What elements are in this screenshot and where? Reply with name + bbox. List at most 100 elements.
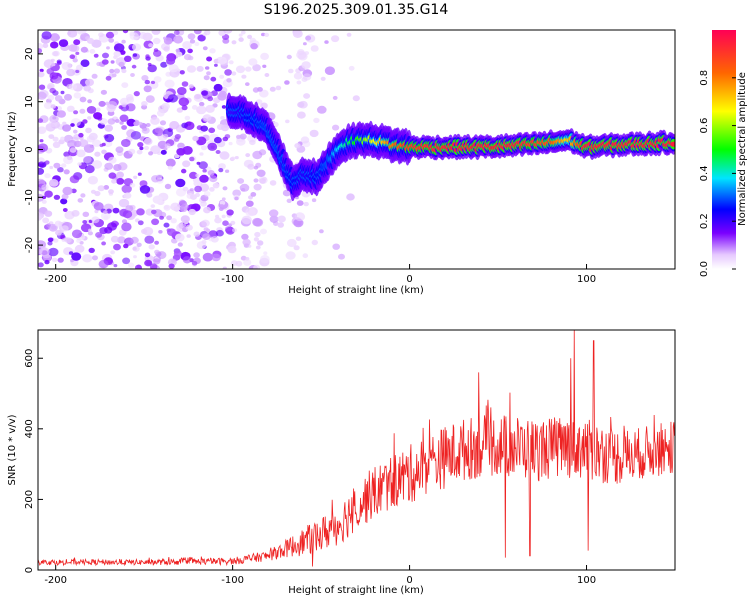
spectrogram-noise-point bbox=[189, 171, 198, 179]
spectrogram-noise-point bbox=[200, 125, 208, 132]
spectrogram-noise-point bbox=[121, 184, 132, 194]
spectrogram-noise-point bbox=[202, 233, 211, 241]
spectrogram-noise-point bbox=[150, 80, 156, 85]
spectrogram-noise-point bbox=[269, 86, 276, 92]
spectrogram-noise-point bbox=[42, 217, 50, 224]
colorbar-tick-label: 0.6 bbox=[699, 118, 710, 134]
spectrogram-noise-point bbox=[194, 41, 200, 47]
spectrogram-noise-point bbox=[241, 215, 252, 225]
spectrogram-noise-point bbox=[221, 197, 226, 201]
spectrogram-noise-point bbox=[113, 68, 120, 74]
spectrogram-noise-point bbox=[239, 183, 250, 192]
spectrogram-noise-point bbox=[121, 39, 126, 44]
spectrogram-noise-point bbox=[185, 224, 193, 231]
spectrogram-noise-point bbox=[139, 146, 144, 151]
spectrogram-noise-point bbox=[47, 237, 54, 243]
spectrogram-noise-point bbox=[284, 80, 290, 85]
spectrogram-noise-point bbox=[217, 92, 227, 101]
spectrogram-noise-point bbox=[94, 151, 101, 157]
spectrogram-noise-point bbox=[230, 260, 238, 266]
colorbar-gradient bbox=[712, 30, 736, 269]
spectrogram-noise-point bbox=[47, 83, 55, 90]
spectrogram-noise-point bbox=[208, 92, 213, 96]
spectrogram-noise-point bbox=[53, 194, 61, 200]
spectrogram-noise-point bbox=[301, 61, 311, 69]
spectrogram-noise-point bbox=[167, 228, 176, 236]
spectrogram-noise-point bbox=[119, 114, 129, 122]
spectrogram-noise-point bbox=[108, 189, 114, 195]
spectrogram-noise-point bbox=[52, 116, 57, 120]
spectrogram-noise-point bbox=[85, 78, 94, 87]
spectrogram-y-tick-label: -20 bbox=[24, 237, 35, 253]
spectrogram-noise-point bbox=[175, 178, 186, 188]
spectrogram-noise-point bbox=[39, 139, 44, 143]
spectrogram-noise-point bbox=[282, 189, 291, 197]
spectrogram-noise-point bbox=[144, 235, 155, 244]
spectrogram-noise-point bbox=[43, 254, 52, 262]
spectrogram-noise-point bbox=[67, 30, 78, 38]
spectrogram-noise-point bbox=[87, 99, 92, 104]
spectrogram-noise-point bbox=[231, 228, 238, 233]
spectrogram-noise-point bbox=[92, 139, 102, 147]
spectrogram-noise-point bbox=[297, 101, 305, 108]
spectrogram-noise-point bbox=[96, 61, 102, 67]
spectrogram-noise-point bbox=[88, 228, 92, 232]
spectrogram-noise-point bbox=[203, 114, 212, 122]
spectrogram-noise-point bbox=[332, 95, 338, 100]
spectrogram-noise-point bbox=[60, 90, 65, 95]
spectrogram-noise-point bbox=[209, 187, 215, 192]
spectrogram-noise-point bbox=[189, 188, 194, 192]
spectrogram-noise-point bbox=[249, 139, 256, 146]
spectrogram-noise-point bbox=[182, 160, 191, 168]
spectrogram-noise-point bbox=[145, 56, 151, 61]
colorbar-tick-label: 0.2 bbox=[699, 213, 710, 229]
spectrogram-noise-point bbox=[136, 242, 142, 247]
spectrogram-noise-point bbox=[50, 104, 56, 109]
spectrogram-noise-point bbox=[206, 56, 213, 62]
spectrogram-y-tick-label: 20 bbox=[24, 48, 35, 61]
spectrogram-noise-point bbox=[131, 64, 137, 69]
spectrogram-noise-point bbox=[113, 50, 121, 58]
spectrogram-noise-point bbox=[117, 236, 126, 244]
spectrogram-noise-point bbox=[260, 102, 268, 109]
spectrogram-noise-point bbox=[93, 202, 104, 211]
spectrogram-noise-point bbox=[293, 72, 303, 80]
spectrogram-noise-point bbox=[199, 101, 205, 107]
spectrogram-noise-point bbox=[63, 169, 70, 175]
spectrogram-noise-point bbox=[88, 247, 95, 253]
spectrogram-x-ticks: -200 -100 0 100 bbox=[44, 264, 596, 285]
spectrogram-noise-point bbox=[194, 94, 201, 100]
spectrogram-noise-point bbox=[300, 136, 310, 144]
spectrogram-noise-point bbox=[133, 255, 137, 259]
spectrogram-noise-point bbox=[286, 198, 292, 203]
spectrogram-noise-point bbox=[73, 129, 78, 134]
spectrogram-noise-point bbox=[38, 215, 42, 221]
spectrogram-noise-point bbox=[247, 34, 253, 40]
spectrogram-noise-point bbox=[152, 37, 161, 45]
spectrogram-noise-point bbox=[285, 119, 290, 124]
spectrogram-noise-point bbox=[248, 58, 258, 66]
spectrogram-noise-point bbox=[73, 110, 79, 115]
spectrogram-noise-point bbox=[52, 50, 60, 57]
spectrogram-noise-point bbox=[192, 135, 199, 142]
spectrogram-noise-point bbox=[83, 85, 91, 92]
spectrogram-noise-point bbox=[107, 101, 118, 110]
spectrogram-noise-point bbox=[195, 173, 200, 178]
snr-y-tick-label: 400 bbox=[24, 419, 35, 438]
spectrogram-noise-point bbox=[49, 72, 59, 80]
spectrogram-noise-point bbox=[181, 122, 188, 129]
spectrogram-noise-point bbox=[255, 245, 261, 250]
spectrogram-noise-point bbox=[68, 251, 74, 255]
spectrogram-noise-point bbox=[66, 105, 75, 113]
snr-panel: -200 -100 0 100 0 200 400 600 Height of straig… bbox=[7, 329, 676, 596]
spectrogram-noise-point bbox=[88, 132, 98, 141]
spectrogram-noise-point bbox=[67, 140, 77, 148]
spectrogram-noise-point bbox=[167, 165, 173, 170]
spectrogram-noise-point bbox=[188, 84, 194, 89]
spectrogram-noise-point bbox=[151, 30, 161, 35]
spectrogram-noise-point bbox=[296, 50, 307, 60]
spectrogram-noise-point bbox=[219, 204, 224, 208]
spectrogram-noise-point bbox=[163, 204, 171, 211]
spectrogram-noise-point bbox=[198, 161, 208, 170]
spectrogram-noise-point bbox=[201, 145, 207, 151]
